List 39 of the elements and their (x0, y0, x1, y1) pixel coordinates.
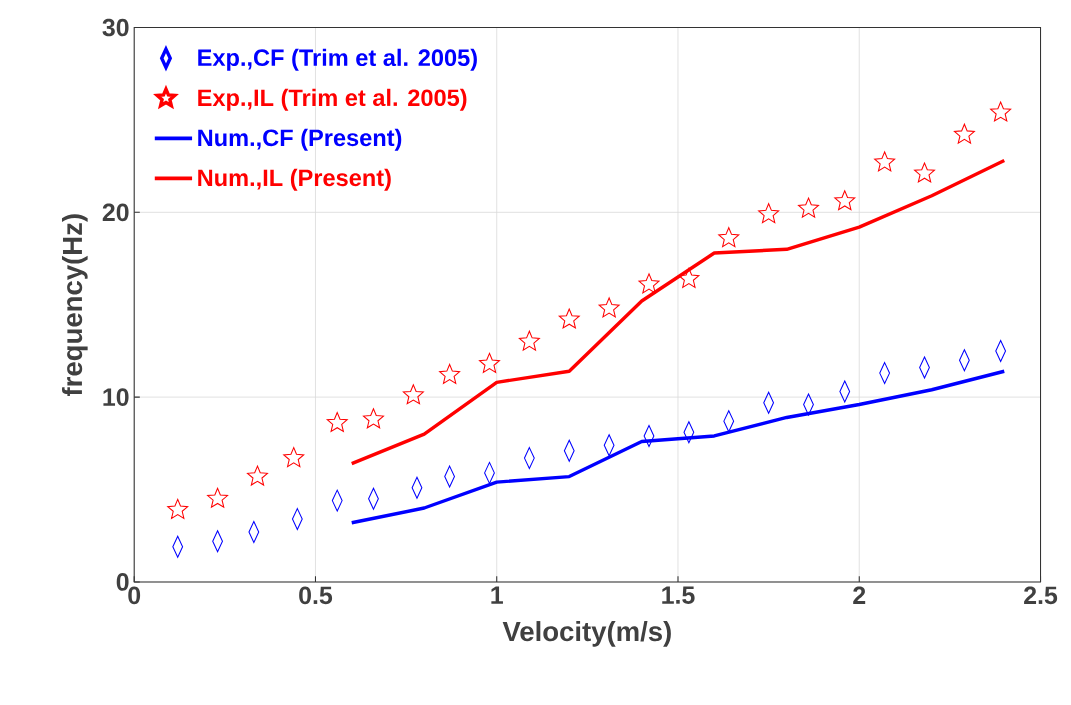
x-tick-label: 0.5 (299, 586, 333, 605)
point (678, 267, 700, 288)
y-tick-label: 30 (102, 18, 129, 37)
x-tick-label: 1 (491, 586, 503, 604)
x-tick-label: 2.5 (1024, 586, 1058, 605)
y-tick-label: 10 (103, 388, 129, 407)
point (758, 203, 780, 224)
point (518, 330, 540, 351)
line-series (350, 369, 1006, 525)
legend-label: Exp.,IL (Trim et al. 2005) (198, 88, 467, 111)
point (874, 151, 896, 172)
y-axis-title: frequency(Hz) (61, 214, 88, 397)
point (362, 408, 384, 429)
x-tick-label: 0 (128, 586, 141, 605)
legend-label: Num.,CF (Present) (198, 128, 402, 151)
legend-label: Num.,IL (Present) (198, 168, 391, 191)
point (478, 352, 500, 373)
point (990, 101, 1012, 122)
x-tick-label: 1.5 (662, 586, 695, 605)
point (914, 162, 936, 183)
point (598, 297, 620, 318)
point (167, 498, 189, 519)
x-tick-label: 2 (853, 586, 866, 605)
point (402, 384, 424, 405)
legend-label: Exp.,CF (Trim et al. 2005) (198, 48, 477, 71)
point (718, 227, 740, 248)
point (246, 465, 268, 486)
y-tick-label: 20 (102, 203, 129, 222)
point (439, 364, 461, 385)
point (558, 308, 580, 329)
point (638, 273, 660, 294)
point (953, 123, 975, 144)
point (798, 197, 820, 218)
point (283, 447, 305, 468)
point (834, 190, 856, 211)
point (326, 412, 348, 433)
x-axis-title: Velocity(m/s) (502, 621, 671, 647)
point (207, 487, 229, 508)
y-tick-label: 0 (116, 573, 129, 591)
